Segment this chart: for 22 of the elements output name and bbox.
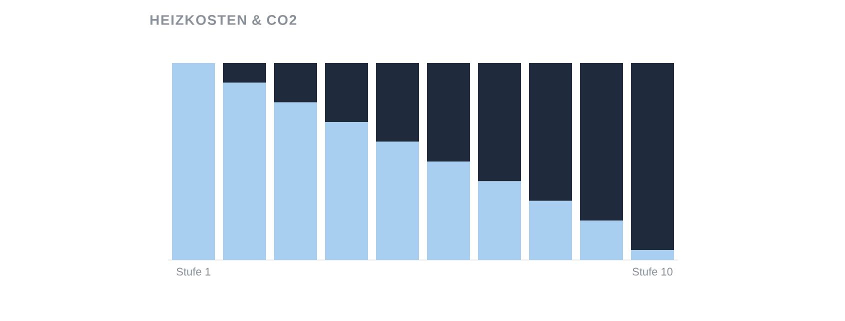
- x-tick-label: Stufe 10: [632, 268, 672, 276]
- bar: [172, 62, 216, 260]
- bar: [478, 181, 522, 260]
- bar: [427, 62, 470, 162]
- bar: [478, 62, 522, 182]
- bar: [529, 200, 572, 260]
- chart-title: HEIZKOSTEN & CO2: [150, 15, 296, 25]
- bar: [427, 161, 470, 260]
- bar: [529, 62, 572, 201]
- bar: [376, 142, 420, 260]
- bar: [631, 62, 674, 250]
- bar: [580, 62, 624, 221]
- bar: [223, 62, 266, 83]
- x-tick-label: Stufe 1: [176, 268, 210, 276]
- bar: [325, 62, 368, 122]
- bar: [631, 250, 674, 260]
- bar: [274, 62, 318, 102]
- bar: [274, 102, 318, 260]
- bar: [580, 220, 624, 260]
- bar: [376, 62, 420, 142]
- bar: [325, 122, 368, 260]
- bar: [223, 82, 266, 260]
